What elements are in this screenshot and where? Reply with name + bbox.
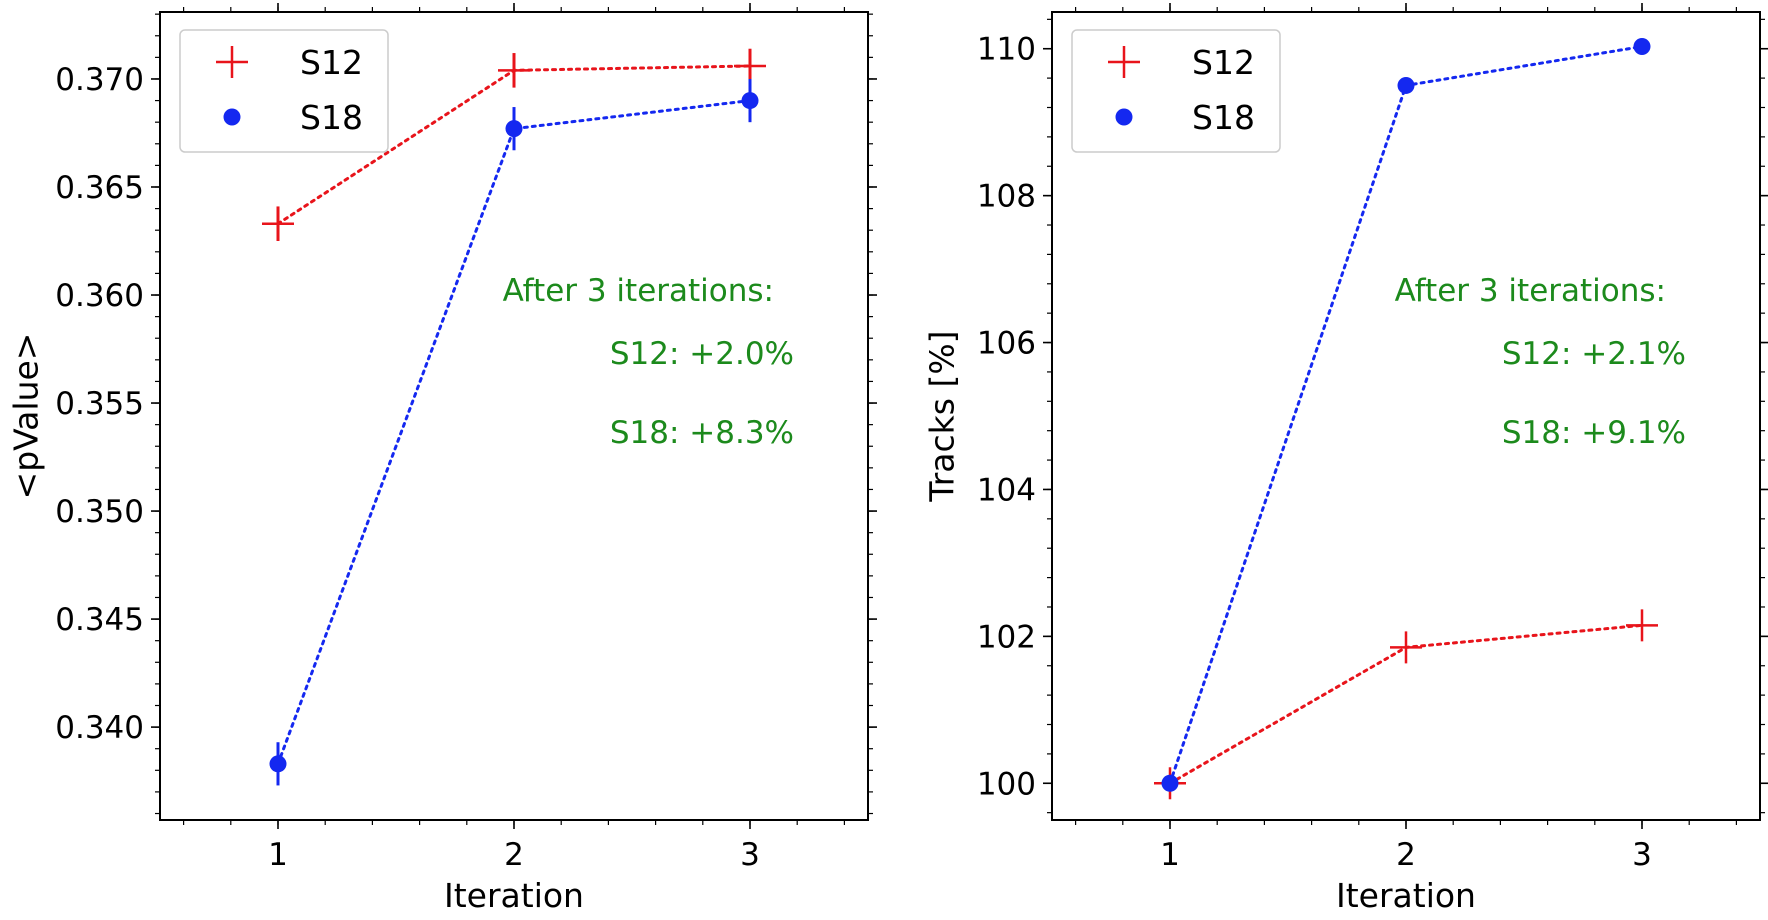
annotation-line-3: S18: +8.3% [610,415,794,451]
x-tick-label: 3 [740,837,760,873]
annotation-line-2: S12: +2.1% [1502,336,1686,372]
legend-label-s18: S18 [300,98,363,137]
legend-label-s18: S18 [1192,98,1255,137]
y-tick-label: 0.370 [55,62,144,98]
x-tick-label: 1 [1160,837,1180,873]
data-point-s18 [270,755,287,772]
annotation-line-1: After 3 iterations: [1395,273,1666,309]
y-tick-label: 0.350 [55,494,144,530]
y-tick-label: 104 [977,472,1036,508]
annotation-line-3: S18: +9.1% [1502,415,1686,451]
data-point-s18 [506,120,523,137]
legend-label-s12: S12 [300,43,363,82]
y-tick-label: 106 [977,326,1036,362]
data-point-s18 [1162,775,1179,792]
chart-1: 0.340 0.345 0.350 0.355 0.360 0.365 0.370 1 2 3 It… [7,3,878,915]
y-tick-label: 110 [977,32,1036,68]
y-tick-label: 100 [977,766,1036,802]
annotation-line-1: After 3 iterations: [503,273,774,309]
legend-marker-s18 [1116,109,1133,126]
y-tick-label: 0.345 [55,602,144,638]
y-tick-label: 0.355 [55,386,144,422]
legend-label-s12: S12 [1192,43,1255,82]
y-tick-label: 0.340 [55,710,144,746]
x-tick-label: 1 [268,837,288,873]
y-axis-label: <pValue> [7,333,46,500]
y-tick-label: 0.365 [55,170,144,206]
x-tick-label: 2 [504,837,524,873]
x-axis-label: Iteration [1336,876,1476,915]
legend-marker-s18 [224,109,241,126]
data-point-s18 [1634,38,1651,55]
x-axis-label: Iteration [444,876,584,915]
y-tick-label: 102 [977,619,1036,655]
data-point-s18 [1398,77,1415,94]
chart-2: 100 102 104 106 108 110 1 2 3 Iteration Tracks [%]… [923,3,1768,915]
x-tick-label: 3 [1632,837,1652,873]
y-tick-label: 108 [977,179,1036,215]
y-axis-label: Tracks [%] [923,330,962,502]
x-tick-label: 2 [1396,837,1416,873]
series-s12 [1154,609,1658,799]
data-point-s18 [742,92,759,109]
y-tick-label: 0.360 [55,278,144,314]
annotation-line-2: S12: +2.0% [610,336,794,372]
